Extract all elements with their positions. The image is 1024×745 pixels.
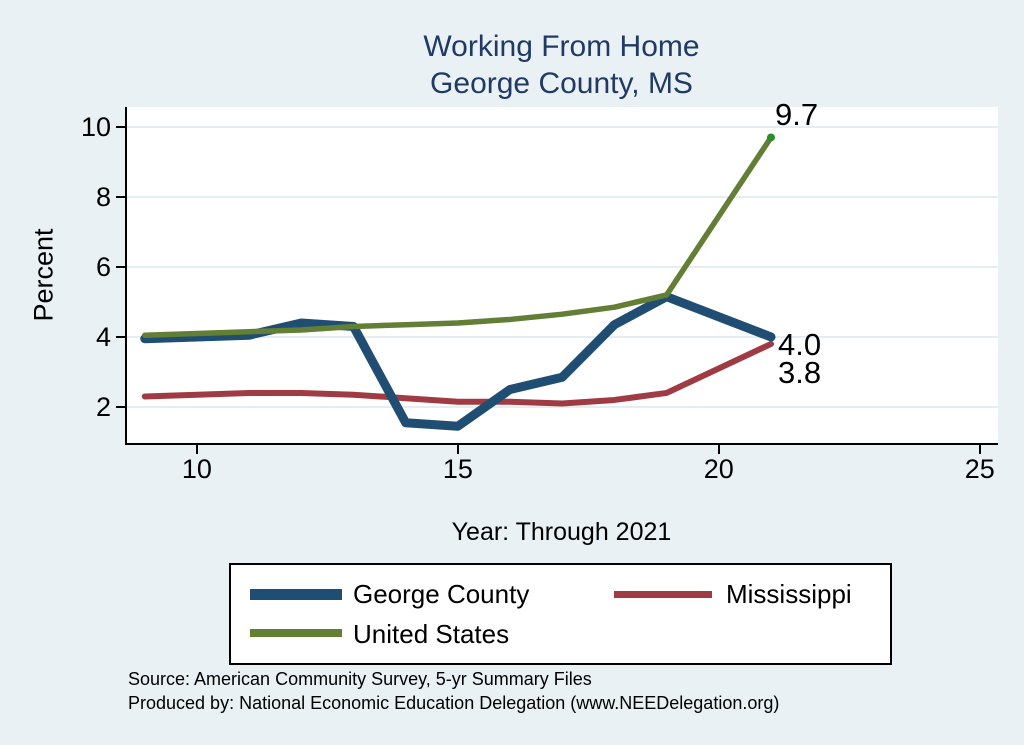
x-tick-mark [195,445,198,454]
line-chart [127,125,998,431]
source-note: Source: American Community Survey, 5-yr … [128,669,592,689]
legend-label-george-county: George County [353,579,530,609]
y-tick-mark [116,335,125,338]
y-tick-mark [116,195,125,198]
series-line-mississippi [141,340,774,407]
chart-title: Working From Home George County, MS [125,28,998,102]
x-axis-title: Year: Through 2021 [451,518,672,546]
series-line-united-states [141,134,774,338]
plot-area [125,107,998,445]
x-tick-label: 15 [442,454,473,484]
end-value-label-mississippi: 3.8 [777,354,822,390]
y-tick-label: 2 [95,391,111,422]
end-value-label-united-states: 9.7 [774,97,819,133]
x-tick-mark [978,445,981,454]
chart-title-line2: George County, MS [430,67,693,100]
series-line-george-county [140,292,776,431]
x-tick-label: 25 [964,454,995,484]
legend-label-united-states: United States [353,619,510,649]
y-tick-mark [116,405,125,408]
x-tick-label: 10 [181,454,212,484]
y-tick-label: 10 [80,111,111,142]
y-tick-mark [116,125,125,128]
chart-title-line1: Working From Home [423,30,700,63]
legend-swatch-mississippi [614,591,712,598]
end-value-label-george-county: 4.0 [777,326,822,362]
y-tick-label: 4 [95,321,111,352]
end-marker [766,133,775,142]
y-tick-label: 6 [95,251,111,282]
x-tick-label: 20 [703,454,734,484]
producer-note: Produced by: National Economic Education… [128,693,780,713]
y-tick-label: 8 [95,181,111,212]
y-tick-mark [116,265,125,268]
legend-swatch-george-county [250,589,342,600]
legend-swatch-united-states [250,629,342,637]
legend-label-mississippi: Mississippi [726,579,852,609]
legend-box: George County Mississippi United States [229,563,892,665]
x-tick-mark [456,445,459,454]
x-tick-mark [717,445,720,454]
